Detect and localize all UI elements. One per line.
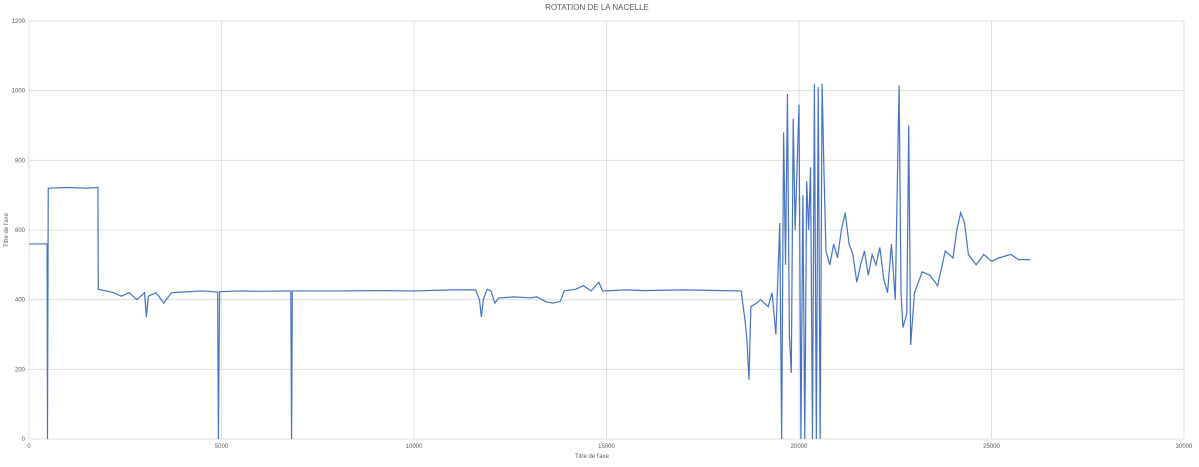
grid: 0 200 400 600 800 1000 1200 0 5000 10000 15000 2000… [12, 19, 1193, 450]
x-tick-label: 20000 [791, 444, 808, 450]
chart-title: ROTATION DE LA NACELLE [545, 3, 649, 12]
y-tick-label: 600 [15, 228, 26, 234]
x-tick-label: 15000 [598, 444, 615, 450]
y-tick-label: 0 [22, 437, 26, 443]
y-axis-label: Titre de l'axe [4, 212, 10, 247]
y-tick-label: 200 [15, 367, 26, 373]
x-axis-label: Titre de l'axe [575, 454, 610, 460]
x-tick-label: 30000 [1176, 444, 1193, 450]
data-line [29, 83, 1030, 440]
y-tick-label: 1000 [12, 89, 26, 95]
y-tick-label: 400 [15, 298, 26, 304]
y-tick-label: 1200 [12, 19, 26, 25]
plot [29, 83, 1030, 440]
x-tick-label: 5000 [215, 444, 229, 450]
x-tick-label: 10000 [406, 444, 423, 450]
x-tick-label: 25000 [983, 444, 1000, 450]
y-tick-label: 800 [15, 158, 26, 164]
x-tick-label: 0 [27, 444, 31, 450]
